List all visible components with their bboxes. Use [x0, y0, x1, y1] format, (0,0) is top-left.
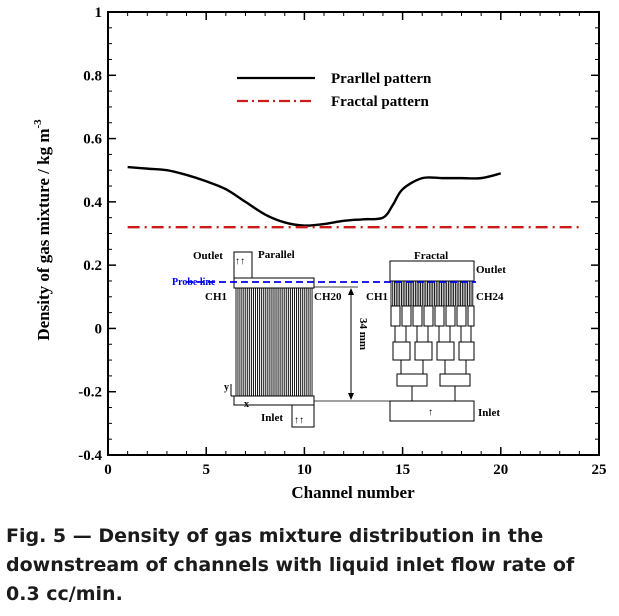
y-tick-label: 0: [95, 321, 103, 337]
chart-figure: 0 5 10 15 20 25 -0.4 -0.2 0 0.2 0.4 0.6 0.8 1 Channel…: [32, 5, 607, 502]
coord-x-label: x: [244, 399, 249, 410]
caption-line-1: Fig. 5 — Density of gas mixture distribu…: [6, 525, 544, 547]
axis-tick-labels: 0 5 10 15 20 25 -0.4 -0.2 0 0.2 0.4 0.6 0.8 1: [78, 5, 606, 478]
y-axis-title-exponent: -3: [32, 119, 44, 129]
probe-line-label: Probe line: [172, 277, 216, 288]
parallel-header-top: [233, 277, 315, 289]
axis-ticks: [107, 11, 600, 456]
parallel-outlet-arrows-icon: ↑↑: [235, 256, 245, 267]
figure-caption: Fig. 5 — Density of gas mixture distribu…: [6, 522, 614, 609]
y-tick-label: 0.4: [83, 195, 102, 211]
x-tick-label: 20: [493, 462, 508, 478]
caption-line-2: downstream of channels with liquid inlet…: [6, 554, 575, 576]
fractal-inlet-label: Inlet: [478, 407, 500, 419]
legend-label-parallel: Prarllel pattern: [331, 71, 432, 87]
inset-fractal-diagram: Fractal Outlet CH1 CH24 ↑ Inlet: [366, 250, 506, 422]
parallel-channels: [235, 288, 313, 396]
x-tick-label: 10: [297, 462, 312, 478]
dimension-label: 34 mm: [357, 318, 369, 350]
y-tick-label: 0.2: [83, 258, 102, 274]
fractal-ch24-label: CH24: [476, 291, 504, 303]
x-tick-label: 5: [202, 462, 210, 478]
y-axis-title-main: Density of gas mixture / kg m: [34, 128, 53, 340]
parallel-ch20-label: CH20: [314, 291, 342, 303]
dimension-arrow-head-top: [348, 288, 354, 295]
x-tick-label: 0: [104, 462, 112, 478]
fractal-outlet-label: Outlet: [476, 264, 506, 276]
dimension-arrow-head-bottom: [348, 393, 354, 400]
x-tick-label: 15: [395, 462, 410, 478]
fractal-ch1-label: CH1: [366, 291, 388, 303]
fractal-outlet-box: [389, 260, 475, 282]
fractal-tree: [390, 305, 475, 401]
parallel-inlet-box: [291, 404, 315, 428]
x-axis-title: Channel number: [291, 483, 415, 502]
caption-line-3: 0.3 cc/min.: [6, 583, 123, 605]
fractal-inlet-box: [389, 400, 475, 422]
parallel-ch1-label: CH1: [205, 291, 227, 303]
coord-y-label: y: [224, 382, 229, 393]
parallel-header-bottom: [233, 395, 315, 406]
fractal-channels: [390, 281, 474, 306]
parallel-inlet-arrows-icon: ↑↑: [294, 415, 304, 426]
fractal-inlet-arrow-icon: ↑: [428, 407, 433, 418]
y-axis-title: Density of gas mixture / kg m-3: [32, 119, 53, 341]
y-tick-label: 1: [95, 5, 103, 21]
y-tick-label: 0.6: [83, 132, 102, 148]
series-line-parallel: [127, 165, 502, 227]
parallel-title: Parallel: [258, 249, 295, 261]
x-tick-label: 25: [592, 462, 607, 478]
legend-label-fractal: Fractal pattern: [331, 94, 430, 110]
y-tick-label: 0.8: [83, 68, 102, 84]
series-layer: [127, 165, 580, 229]
inset-parallel-diagram: ↑↑ Outlet Parallel ↑↑ Inlet CH1 CH20 y x…: [193, 249, 420, 428]
fractal-title: Fractal: [414, 250, 448, 262]
y-tick-label: -0.4: [78, 448, 102, 464]
legend: Prarllel pattern Fractal pattern: [237, 71, 432, 110]
parallel-inlet-label: Inlet: [261, 412, 283, 424]
parallel-outlet-label: Outlet: [193, 250, 223, 262]
y-tick-label: -0.2: [78, 385, 102, 401]
svg-text:Density of gas mixture / kg m-: Density of gas mixture / kg m-3: [32, 119, 53, 341]
